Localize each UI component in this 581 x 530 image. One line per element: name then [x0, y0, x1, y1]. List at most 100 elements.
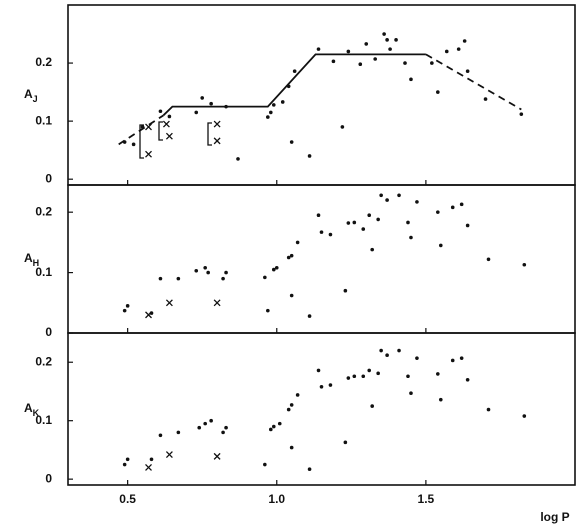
- data-point: [436, 372, 440, 376]
- data-point: [158, 109, 163, 114]
- data-point: [373, 57, 377, 61]
- cross-point: [213, 452, 221, 460]
- data-point: [346, 49, 351, 54]
- data-point: [286, 255, 291, 260]
- y-label-sub: H: [33, 258, 40, 268]
- data-point: [236, 157, 240, 161]
- data-point: [194, 268, 199, 273]
- data-point: [409, 235, 413, 240]
- data-point: [343, 440, 348, 445]
- data-point: [403, 61, 407, 65]
- y-axis-label: AH: [24, 251, 39, 268]
- cross-point: [165, 451, 173, 459]
- data-point: [358, 62, 363, 67]
- data-point: [209, 101, 213, 106]
- data-point: [486, 257, 491, 262]
- data-point: [328, 232, 333, 237]
- cross-point: [145, 311, 152, 319]
- data-point: [430, 61, 434, 65]
- data-point: [221, 430, 225, 435]
- data-point: [462, 39, 467, 43]
- data-point: [221, 276, 225, 281]
- data-point: [519, 112, 524, 116]
- data-point: [280, 100, 285, 104]
- data-point: [269, 110, 273, 115]
- data-point: [167, 114, 172, 119]
- data-point: [388, 47, 392, 51]
- data-point: [266, 308, 270, 313]
- data-point: [176, 276, 181, 281]
- data-point: [319, 230, 324, 234]
- data-point: [200, 96, 205, 100]
- data-point: [444, 49, 449, 54]
- data-point: [289, 293, 294, 298]
- data-point: [385, 353, 389, 358]
- data-point: [522, 262, 527, 267]
- data-point: [203, 421, 207, 426]
- data-point: [436, 210, 440, 214]
- y-axis-label: AJ: [24, 87, 38, 104]
- data-point: [367, 213, 372, 218]
- data-point: [450, 358, 455, 363]
- data-point: [370, 247, 375, 252]
- data-point: [379, 348, 383, 353]
- panel-frame: [67, 332, 576, 486]
- data-point: [370, 404, 375, 408]
- data-point: [352, 220, 357, 225]
- data-point: [158, 276, 163, 281]
- data-point: [415, 200, 419, 204]
- y-tick-label: 0: [45, 471, 52, 485]
- fit-line: [118, 114, 164, 146]
- cross-point: [165, 132, 173, 140]
- data-point: [409, 77, 413, 82]
- data-point: [277, 421, 282, 426]
- fit-line: [425, 53, 522, 111]
- data-point: [295, 240, 300, 245]
- data-point: [406, 374, 410, 379]
- y-label-sub: J: [33, 94, 38, 104]
- data-point: [367, 368, 372, 373]
- panel-frame: [67, 184, 576, 334]
- cross-point: [145, 150, 152, 158]
- y-tick-label: 0.1: [35, 413, 52, 427]
- data-point: [409, 391, 413, 396]
- data-point: [274, 265, 279, 270]
- cross-point: [213, 120, 221, 128]
- data-point: [292, 69, 297, 73]
- data-point: [379, 193, 383, 198]
- data-point: [397, 348, 401, 353]
- data-point: [271, 103, 276, 107]
- data-point: [352, 374, 357, 379]
- data-point: [385, 198, 389, 202]
- data-point: [224, 425, 228, 430]
- data-point: [263, 462, 267, 467]
- data-point: [361, 374, 366, 379]
- data-point: [316, 213, 321, 218]
- y-tick-label: 0.2: [35, 55, 52, 69]
- data-point: [295, 393, 300, 397]
- data-point: [340, 125, 345, 129]
- y-tick-label: 0.2: [35, 354, 52, 368]
- x-tick-label: 1.0: [268, 492, 285, 506]
- data-point: [483, 97, 488, 101]
- data-point: [361, 227, 366, 231]
- cross-point: [145, 464, 152, 471]
- data-point: [316, 368, 321, 373]
- data-point: [465, 377, 470, 382]
- x-tick-label: 0.5: [119, 492, 136, 506]
- data-point: [125, 457, 130, 462]
- data-point: [224, 270, 228, 275]
- y-tick-label: 0: [45, 171, 52, 185]
- data-point: [465, 69, 470, 73]
- data-point: [271, 424, 276, 429]
- data-point: [307, 314, 312, 318]
- data-point: [316, 47, 321, 51]
- data-point: [149, 457, 154, 462]
- data-point: [456, 47, 461, 51]
- y-tick-label: 0.1: [35, 265, 52, 279]
- data-point: [122, 462, 127, 467]
- y-axis-label: AK: [24, 401, 40, 418]
- data-point: [289, 445, 294, 450]
- cross-point: [162, 120, 170, 128]
